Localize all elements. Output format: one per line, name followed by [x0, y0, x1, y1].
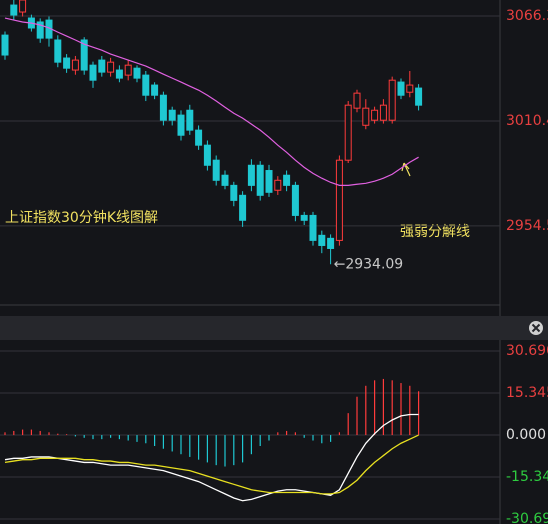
candle-body	[195, 129, 203, 146]
candle-body	[406, 84, 414, 93]
candle-body	[36, 21, 44, 39]
candle-body	[54, 39, 62, 63]
candle-body	[388, 79, 396, 121]
candle-body	[318, 234, 326, 246]
series-annotation: 强弱分解线	[400, 224, 470, 240]
macd-line	[4, 434, 419, 495]
candle-body	[309, 214, 317, 241]
candle-body	[397, 81, 405, 96]
y-tick-label: 15.345	[506, 385, 548, 401]
candle-body	[327, 237, 335, 249]
candle-body	[212, 159, 220, 181]
macd-line	[4, 413, 419, 502]
close-button[interactable]	[529, 321, 543, 335]
candle-body	[168, 109, 176, 121]
y-tick-label: -15.345	[506, 469, 548, 485]
candle-body	[142, 74, 150, 96]
y-tick-label: 3010.4	[506, 113, 548, 129]
candle-body	[177, 114, 185, 136]
candle-body	[239, 194, 247, 221]
candle-body	[63, 57, 71, 69]
candle-body	[362, 107, 370, 126]
candle-body	[415, 87, 423, 106]
candle-body	[71, 59, 79, 71]
low-annotation: ←2934.09	[334, 256, 404, 272]
candle-body	[203, 144, 211, 166]
candle-body	[274, 179, 282, 191]
candle-body	[300, 214, 308, 221]
y-tick-label: 3066.3	[506, 8, 548, 24]
candle-body	[159, 94, 167, 121]
candle-body	[151, 84, 159, 96]
candle-body	[107, 61, 115, 73]
y-tick-label: 2954.5	[506, 218, 548, 234]
candle-body	[186, 109, 194, 131]
candle-body	[256, 164, 264, 196]
candle-body	[133, 67, 141, 79]
candle-body	[124, 64, 132, 76]
candle-body	[230, 184, 238, 201]
candle-body	[80, 39, 88, 71]
y-tick-label: 30.690	[506, 343, 548, 359]
candle-body	[335, 159, 343, 241]
ma-line	[4, 17, 419, 186]
candle-body	[247, 164, 255, 186]
y-tick-label: -30.690	[506, 511, 548, 524]
candle-body	[265, 170, 273, 193]
candle-body	[353, 92, 361, 109]
candle-body	[19, 0, 27, 13]
candle-body	[1, 34, 9, 56]
candle-body	[98, 59, 106, 73]
candle-body	[283, 174, 291, 186]
chart-title: 上证指数30分钟K线图解	[5, 209, 158, 226]
candle-body	[221, 174, 229, 186]
panel-header	[0, 316, 548, 340]
candle-body	[10, 4, 18, 16]
y-tick-label: 0.000	[506, 427, 546, 443]
candle-body	[89, 64, 97, 81]
candle-body	[291, 184, 299, 216]
candle-body	[379, 104, 387, 121]
candle-body	[115, 69, 123, 79]
candle-body	[371, 109, 379, 121]
candle-body	[344, 104, 352, 161]
